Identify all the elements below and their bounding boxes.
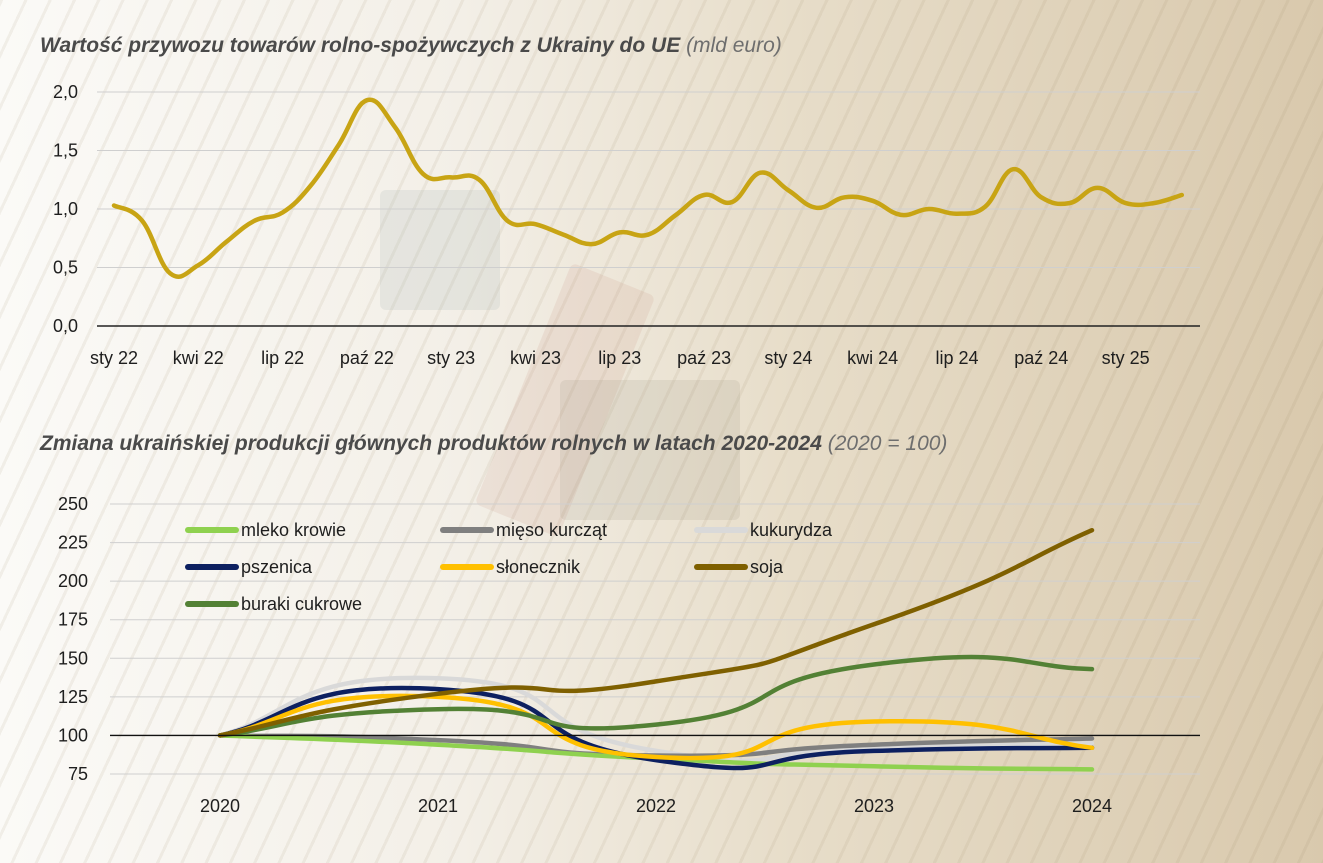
chart2-y-tick-label: 225 <box>58 533 88 553</box>
chart2-y-tick-label: 175 <box>58 610 88 630</box>
chart2-legend-label: mleko krowie <box>241 520 346 540</box>
chart2-y-tick-label: 75 <box>68 764 88 784</box>
chart1-x-tick-label: kwi 22 <box>173 348 224 368</box>
chart2-y-tick-label: 200 <box>58 571 88 591</box>
chart2-series-line <box>217 693 1095 761</box>
chart2-x-tick-label: 2024 <box>1072 796 1112 816</box>
chart2-legend-label: kukurydza <box>750 520 833 540</box>
chart1-title: Wartość przywozu towarów rolno-spożywczy… <box>40 34 782 58</box>
chart2-x-tick-labels: 2020 2021 2022 2023 2024 <box>200 796 1112 816</box>
chart2-y-tick-label: 125 <box>58 687 88 707</box>
chart1-x-tick-label: lip 24 <box>935 348 978 368</box>
chart2-series <box>217 527 1095 772</box>
chart1-y-tick-label: 1,5 <box>53 141 78 161</box>
chart1-subtitle: (mld euro) <box>686 34 782 57</box>
chart2-legend: mleko krowie mięso kurcząt kukurydza pszeni… <box>185 520 833 614</box>
chart1-x-tick-label: paź 24 <box>1014 348 1068 368</box>
chart1-x-tick-label: sty 24 <box>764 348 812 368</box>
chart2-legend-label: buraki cukrowe <box>241 594 362 614</box>
chart2-x-tick-label: 2022 <box>636 796 676 816</box>
machine-shape <box>560 380 740 520</box>
chart2-x-tick-label: 2023 <box>854 796 894 816</box>
chart2-x-tick-label: 2020 <box>200 796 240 816</box>
chart2-y-tick-labels: 75 100 125 150 175 200 225 250 <box>58 494 88 784</box>
chart1-x-tick-label: sty 22 <box>90 348 138 368</box>
chart1-x-tick-label: sty 25 <box>1102 348 1150 368</box>
chart2-subtitle: (2020 = 100) <box>827 432 948 455</box>
chart2-series-line <box>217 527 1095 738</box>
chart2-x-tick-label: 2021 <box>418 796 458 816</box>
chart2-y-tick-label: 100 <box>58 725 88 745</box>
chart1-x-tick-label: lip 23 <box>598 348 641 368</box>
chart2-gridlines <box>110 503 1200 775</box>
chart1-title-text: Wartość przywozu towarów rolno-spożywczy… <box>40 34 681 57</box>
chart1-x-tick-label: kwi 23 <box>510 348 561 368</box>
chart1-x-tick-labels: sty 22 kwi 22 lip 22 paź 22 sty 23 kwi 23 lip … <box>90 348 1150 368</box>
chart1-y-tick-labels: 0,0 0,5 1,0 1,5 2,0 <box>53 82 78 336</box>
chart1-series <box>111 97 1185 279</box>
chart1-x-tick-label: kwi 24 <box>847 348 898 368</box>
chart2-legend-label: słonecznik <box>496 557 581 577</box>
chart1-y-tick-label: 1,0 <box>53 199 78 219</box>
chart1-x-tick-label: lip 22 <box>261 348 304 368</box>
chart1-y-tick-label: 0,5 <box>53 258 78 278</box>
chart1-gridlines <box>97 91 1200 327</box>
chart2-series-line <box>217 685 1095 771</box>
chart1-y-tick-label: 2,0 <box>53 82 78 102</box>
chart2-legend-label: pszenica <box>241 557 313 577</box>
chart2-title-text: Zmiana ukraińskiej produkcji głównych pr… <box>40 432 822 455</box>
chart2-legend-label: mięso kurcząt <box>496 520 607 540</box>
chart2-y-tick-label: 250 <box>58 494 88 514</box>
chart2-series-line <box>217 675 1095 764</box>
chart2-series-line <box>217 654 1095 738</box>
import-value-chart: 0,0 0,5 1,0 1,5 2,0 sty 22 kwi 22 lip 22 paź 22… <box>53 82 1200 368</box>
chart1-x-tick-label: sty 23 <box>427 348 475 368</box>
chart1-x-tick-label: paź 22 <box>340 348 394 368</box>
machine-shape <box>380 190 500 310</box>
chart2-legend-label: soja <box>750 557 784 577</box>
chart1-x-tick-label: paź 23 <box>677 348 731 368</box>
chart2-y-tick-label: 150 <box>58 648 88 668</box>
chart2-title: Zmiana ukraińskiej produkcji głównych pr… <box>40 432 947 456</box>
chart1-y-tick-label: 0,0 <box>53 316 78 336</box>
